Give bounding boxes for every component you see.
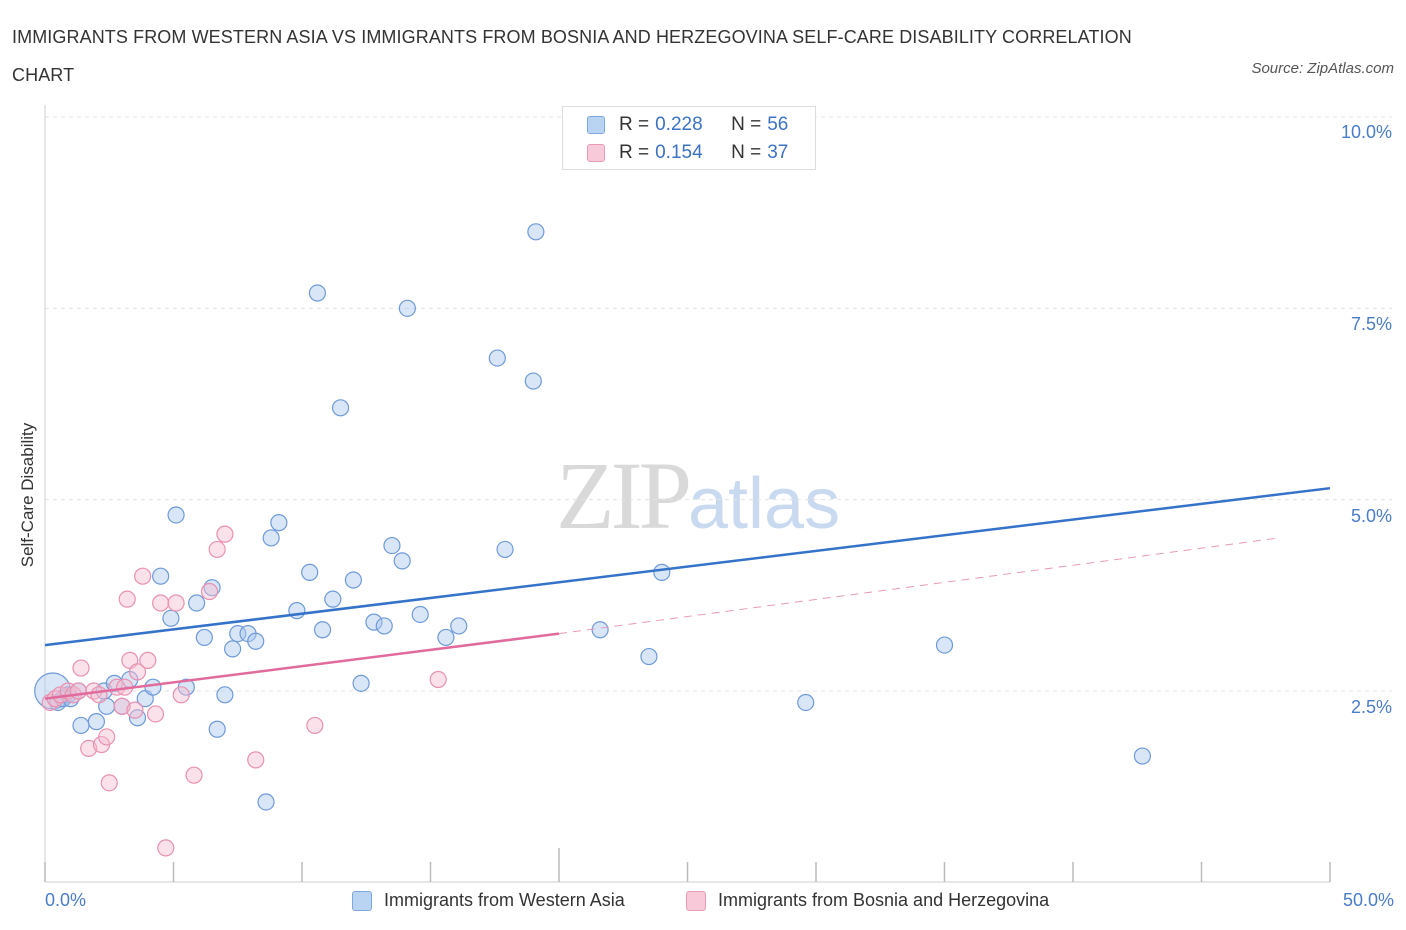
western-asia-point	[496, 540, 514, 559]
western-asia-point	[437, 628, 455, 647]
bosnia-point	[139, 651, 157, 669]
watermark: ZIPatlas	[556, 440, 840, 551]
bottom-legend-label: Immigrants from Western Asia	[384, 890, 625, 910]
legend-r-value: 0.228	[655, 114, 703, 135]
bosnia-point	[100, 774, 118, 792]
watermark-atlas: atlas	[688, 464, 841, 544]
western-asia-point	[488, 349, 506, 367]
legend-row-bosnia: R = 0.154 N = 37	[587, 141, 788, 165]
bosnia-point	[126, 701, 144, 719]
bosnia-point	[72, 659, 90, 677]
western-asia-point	[527, 223, 545, 241]
legend-n-value: 56	[767, 114, 789, 135]
bottom-legend-western-asia: Immigrants from Western Asia	[352, 890, 625, 911]
western-asia-point	[653, 563, 671, 581]
western-asia-point	[162, 609, 180, 627]
bosnia-point	[152, 594, 170, 612]
bosnia-point	[167, 594, 185, 612]
source-credit: Source: ZipAtlas.com	[1251, 60, 1394, 77]
y-axis-label: Self-Care Disability	[18, 422, 37, 568]
bosnia-point	[172, 686, 190, 704]
bosnia-point	[247, 751, 265, 769]
western-asia-point	[640, 647, 658, 666]
y-tick-label-7-5: 7.5%	[1350, 314, 1392, 334]
western-asia-point	[935, 636, 954, 654]
western-asia-point	[331, 399, 350, 417]
western-asia-point	[411, 605, 429, 624]
western-asia-point	[247, 632, 265, 650]
bosnia-point	[200, 582, 219, 601]
bosnia-point	[98, 728, 116, 746]
chart-title: IMMIGRANTS FROM WESTERN ASIA VS IMMIGRAN…	[12, 27, 1132, 85]
x-tick-label-max: 50.0%	[1342, 890, 1394, 910]
bosnia-point	[80, 739, 98, 758]
legend-row-western-asia: R = 0.228 N = 56	[587, 113, 788, 137]
bosnia-point	[146, 705, 165, 723]
western-asia-point	[72, 716, 90, 735]
western-asia-point	[257, 793, 275, 811]
western-asia-point	[262, 529, 280, 547]
western-asia-point	[591, 621, 609, 639]
bosnia-point	[90, 686, 108, 704]
stats-legend: R = 0.228 N = 56 R = 0.154 N = 37	[562, 106, 816, 170]
western-asia-point	[301, 563, 319, 581]
bottom-legend-bosnia: Immigrants from Bosnia and Herzegovina	[686, 890, 1049, 911]
western-asia-point	[398, 299, 416, 317]
western-asia-point	[344, 571, 362, 589]
western-asia-point	[383, 536, 401, 555]
western-asia-point	[797, 693, 815, 712]
western-asia-point	[224, 640, 242, 658]
western-asia-trendline	[44, 486, 1331, 647]
western-asia-point	[450, 617, 468, 635]
western-asia-point	[188, 594, 206, 612]
legend-n-label: N =	[731, 142, 762, 163]
western-asia-point	[167, 506, 185, 524]
western-asia-point	[152, 567, 170, 585]
bosnia-point	[113, 697, 131, 715]
bosnia-point	[128, 663, 147, 681]
legend-n-value: 37	[767, 142, 789, 163]
y-tick-label-2-5: 2.5%	[1350, 697, 1392, 717]
western-asia-point	[1133, 747, 1151, 765]
western-asia-point	[313, 621, 332, 639]
western-asia-point	[375, 617, 393, 635]
bosnia-point	[429, 670, 447, 689]
legend-n-label: N =	[731, 114, 762, 135]
bosnia-trendline	[44, 632, 560, 700]
western-asia-point	[308, 284, 327, 302]
western-asia-point	[524, 372, 542, 390]
western-asia-point	[208, 720, 226, 738]
western-asia-point	[270, 514, 288, 532]
bosnia-point	[208, 540, 226, 559]
bosnia-point	[69, 682, 88, 700]
western-asia-point	[87, 713, 106, 731]
western-asia-point	[352, 674, 370, 692]
x-tick-label-min: 0.0%	[45, 890, 87, 910]
legend-r-label: R =	[619, 114, 650, 135]
bosnia-point	[216, 525, 234, 543]
blue-swatch-icon	[587, 116, 605, 134]
bottom-legend-label: Immigrants from Bosnia and Herzegovina	[718, 890, 1050, 910]
pink-swatch-icon	[587, 144, 605, 162]
western-asia-point	[144, 678, 162, 696]
western-asia-point	[393, 552, 411, 570]
bosnia-point	[134, 567, 152, 585]
bosnia-point	[118, 590, 136, 608]
pink-swatch-icon	[686, 890, 706, 911]
legend-r-label: R =	[619, 142, 650, 163]
y-tick-label-5: 5.0%	[1350, 506, 1392, 526]
bosnia-point	[306, 716, 324, 735]
western-asia-point	[195, 628, 213, 647]
bosnia-point	[185, 766, 203, 784]
blue-swatch-icon	[352, 890, 372, 911]
western-asia-point	[324, 590, 342, 608]
bosnia-point	[157, 839, 175, 857]
western-asia-point	[216, 686, 234, 704]
bosnia-trendline-extension	[558, 537, 1279, 635]
legend-r-value: 0.154	[655, 142, 703, 163]
western-asia-point	[365, 613, 383, 631]
watermark-zip: ZIP	[556, 442, 692, 549]
y-tick-label-10: 10.0%	[1340, 122, 1392, 142]
